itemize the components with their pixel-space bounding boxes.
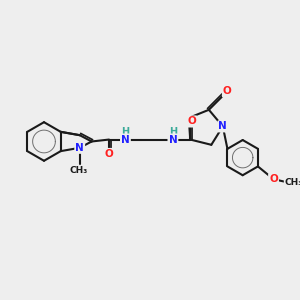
Text: H: H [122,128,130,137]
Text: CH₃: CH₃ [284,178,300,187]
Text: O: O [105,149,113,159]
Text: CH₃: CH₃ [69,166,87,175]
Text: N: N [169,135,177,145]
Text: N: N [218,122,227,131]
Text: N: N [121,135,130,145]
Text: O: O [223,86,232,96]
Text: N: N [75,143,84,153]
Text: O: O [187,116,196,127]
Text: H: H [169,128,177,137]
Text: O: O [269,174,278,184]
